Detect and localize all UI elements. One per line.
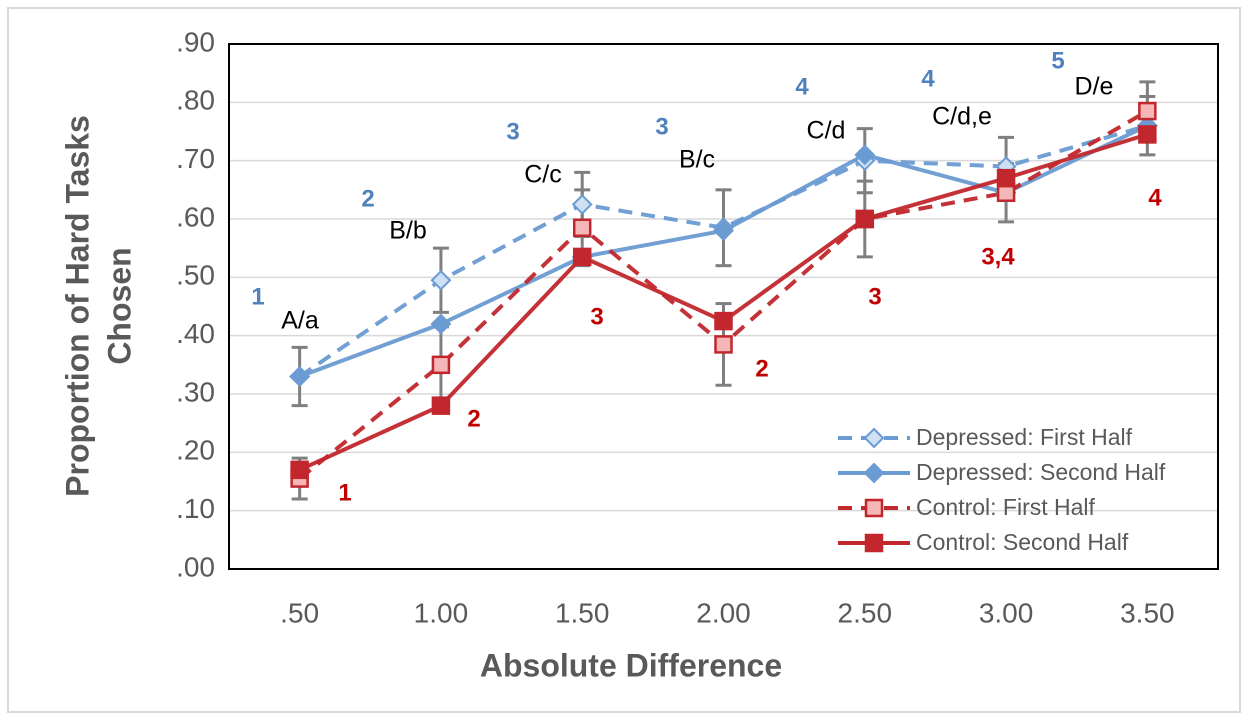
marker — [854, 144, 876, 166]
x-tick-label: 1.50 — [555, 597, 610, 628]
annotation: 3 — [506, 118, 519, 145]
x-tick-label: 2.50 — [838, 597, 893, 628]
legend-marker — [864, 498, 884, 518]
legend-label: Depressed: Second Half — [916, 459, 1166, 485]
y-tick-label: .70 — [176, 143, 215, 174]
annotation: 2 — [467, 405, 480, 432]
x-tick-label: .50 — [280, 597, 319, 628]
y-tick-label: .20 — [176, 435, 215, 466]
legend-label: Depressed: First Half — [916, 424, 1133, 450]
marker — [1138, 101, 1157, 121]
marker — [431, 355, 451, 375]
annotation: 3 — [590, 303, 603, 330]
legend-label: Control: Second Half — [916, 529, 1129, 555]
marker — [431, 396, 451, 415]
x-tick-label: 3.00 — [979, 597, 1034, 628]
marker — [430, 313, 452, 335]
marker — [1138, 125, 1157, 144]
legend-label: Control: First Half — [916, 494, 1096, 520]
y-tick-label: .10 — [176, 493, 215, 524]
annotation: 4 — [1148, 184, 1162, 211]
annotation: C/d,e — [932, 103, 992, 131]
marker — [572, 247, 592, 267]
marker — [290, 460, 309, 480]
annotation: B/c — [679, 146, 715, 174]
y-tick-label: .90 — [176, 26, 215, 57]
annotation: A/a — [281, 307, 319, 335]
marker — [572, 218, 592, 237]
y-tick-label: .80 — [176, 85, 215, 116]
marker — [430, 269, 452, 291]
x-tick-label: 1.00 — [414, 597, 469, 628]
y-tick-label: .60 — [176, 201, 215, 232]
marker — [714, 311, 733, 331]
x-tick-label: 3.50 — [1120, 597, 1175, 628]
annotation: 4 — [795, 73, 809, 100]
annotation: 4 — [921, 65, 935, 92]
marker — [289, 366, 311, 387]
annotation: C/d — [807, 117, 846, 145]
marker — [713, 220, 734, 242]
plot-border — [228, 43, 1219, 570]
x-axis-title: Absolute Difference — [480, 647, 782, 683]
marker — [996, 168, 1016, 188]
legend-marker — [864, 533, 884, 553]
annotation: 1 — [251, 283, 264, 310]
annotation: 3 — [655, 113, 668, 140]
annotation: D/e — [1075, 73, 1114, 101]
annotation: 1 — [338, 479, 351, 506]
y-tick-label: .50 — [176, 260, 215, 291]
annotation: 3,4 — [981, 243, 1015, 270]
chart-frame — [7, 7, 1241, 713]
annotation: B/b — [389, 217, 427, 245]
x-tick-label: 2.00 — [696, 597, 751, 628]
marker — [571, 194, 593, 215]
legend-marker — [863, 462, 885, 484]
marker — [714, 335, 733, 354]
annotation: 2 — [755, 355, 768, 382]
y-tick-label: .00 — [176, 551, 215, 582]
y-axis-title: Chosen — [101, 247, 137, 364]
y-axis-title: Proportion of Hard Tasks — [59, 115, 95, 497]
annotation: 3 — [868, 283, 881, 310]
y-tick-label: .30 — [176, 376, 215, 407]
y-tick-label: .40 — [176, 318, 215, 349]
legend-marker — [863, 427, 885, 449]
annotation: C/c — [524, 161, 562, 189]
annotation: 2 — [361, 185, 374, 212]
marker — [855, 209, 875, 229]
annotation: 5 — [1051, 47, 1064, 74]
